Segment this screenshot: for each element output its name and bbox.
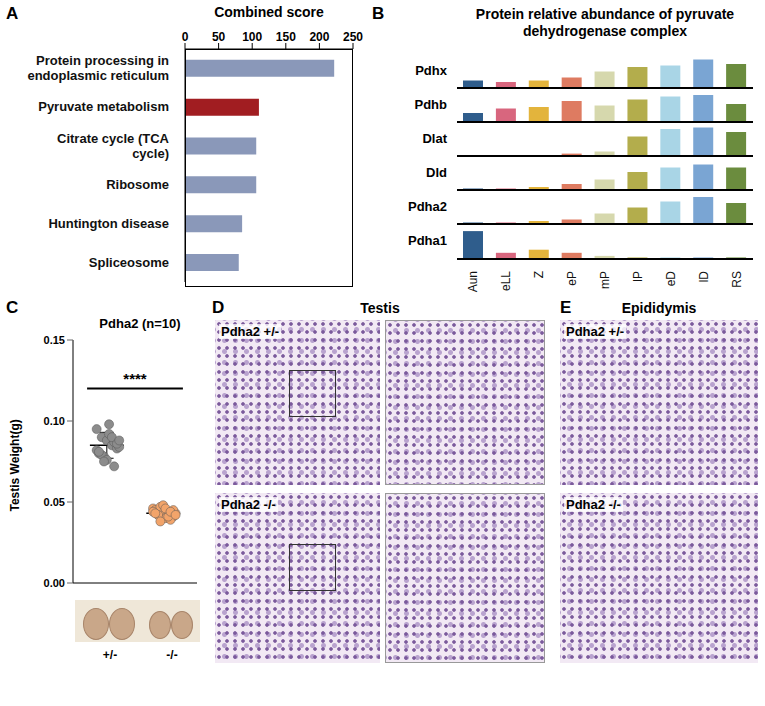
svg-text:Protein processing inendoplasm: Protein processing inendoplasmic reticul… xyxy=(27,53,169,83)
html-text:A: A xyxy=(6,4,19,23)
svg-text:Testis Weight(g): Testis Weight(g) xyxy=(8,419,22,511)
svg-text:250: 250 xyxy=(343,30,363,44)
html-text:Pdha1: Pdha1 xyxy=(408,233,447,248)
html-text:Pdha2: Pdha2 xyxy=(408,199,447,214)
svg-text:50: 50 xyxy=(212,30,226,44)
svg-text:eP: eP xyxy=(565,271,579,286)
svg-text:0.10: 0.10 xyxy=(44,415,65,427)
html-text:Protein relative abundance of: Protein relative abundance of pyruvate d… xyxy=(475,6,735,39)
html-text:Pdha2 -/-: Pdha2 -/- xyxy=(566,497,621,512)
html-text:Dlat: Dlat xyxy=(422,131,447,146)
svg-text:Ribosome: Ribosome xyxy=(106,177,169,192)
svg-text:Aun: Aun xyxy=(466,271,480,292)
html-text:Combined score: Combined score xyxy=(214,4,324,20)
svg-text:Huntington disease: Huntington disease xyxy=(48,216,169,231)
svg-text:Citrate cycle (TCAcycle): Citrate cycle (TCAcycle) xyxy=(57,131,170,161)
svg-text:0: 0 xyxy=(182,30,189,44)
html-text:Epididymis: Epididymis xyxy=(621,300,697,316)
svg-text:eD: eD xyxy=(664,271,678,287)
html-text:C: C xyxy=(6,298,19,317)
html-text:Pdhb: Pdhb xyxy=(414,97,447,112)
html-text:Pdha2 -/-: Pdha2 -/- xyxy=(221,497,276,512)
svg-text:lD: lD xyxy=(697,271,711,283)
html-text:E: E xyxy=(560,298,572,317)
html-text:D: D xyxy=(212,298,225,317)
svg-text:0.05: 0.05 xyxy=(44,496,65,508)
html-text:Dld: Dld xyxy=(426,165,447,180)
svg-text:0.00: 0.00 xyxy=(44,577,65,589)
svg-text:Pyruvate metabolism: Pyruvate metabolism xyxy=(38,99,169,114)
svg-text:mP: mP xyxy=(598,271,612,289)
html-text:Pdha2 +/-: Pdha2 +/- xyxy=(221,324,280,339)
svg-text:Z: Z xyxy=(532,271,546,278)
svg-text:Spliceosome: Spliceosome xyxy=(89,255,169,270)
svg-text:****: **** xyxy=(123,370,147,387)
html-text:B: B xyxy=(372,4,385,23)
svg-text:200: 200 xyxy=(309,30,329,44)
html-text:Pdha2 +/-: Pdha2 +/- xyxy=(566,324,625,339)
svg-text:eLL: eLL xyxy=(499,271,513,291)
svg-text:0.15: 0.15 xyxy=(44,334,65,346)
svg-text:100: 100 xyxy=(242,30,262,44)
svg-text:lP: lP xyxy=(631,271,645,282)
html-text:Testis: Testis xyxy=(360,300,400,316)
svg-text:150: 150 xyxy=(276,30,296,44)
html-text:Pdha2 (n=10): Pdha2 (n=10) xyxy=(99,316,181,331)
svg-text:RS: RS xyxy=(730,271,744,288)
html-text:Pdhx: Pdhx xyxy=(415,63,447,78)
